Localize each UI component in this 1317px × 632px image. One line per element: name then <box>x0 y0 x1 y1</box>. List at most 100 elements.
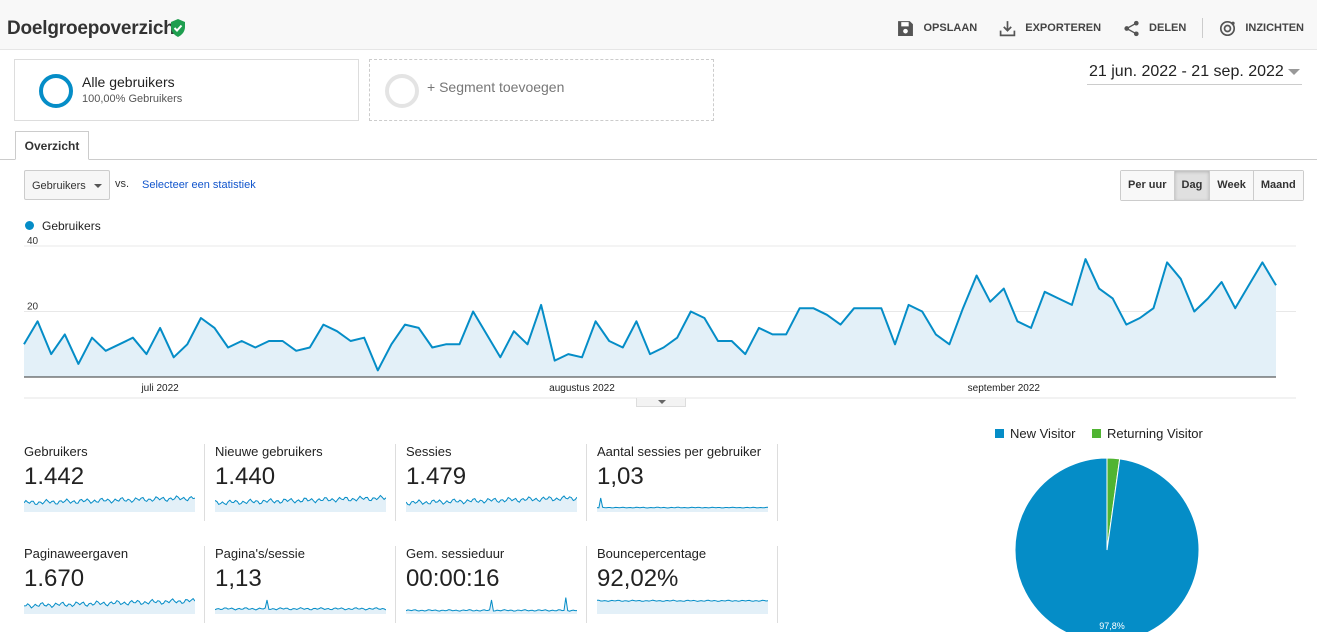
scorecard[interactable]: Gebruikers 1.442 <box>24 444 204 522</box>
export-label: EXPORTEREN <box>1025 22 1101 34</box>
pie-legend-new-label: New Visitor <box>1010 426 1076 441</box>
scorecard[interactable]: Sessies 1.479 <box>406 444 586 522</box>
scorecard-divider <box>777 444 778 521</box>
y-tick-label: 40 <box>27 236 39 247</box>
scorecard-label: Aantal sessies per gebruiker <box>597 444 761 459</box>
sparkline-area <box>597 498 768 512</box>
scorecard-sparkline <box>597 594 768 614</box>
granularity-week-button[interactable]: Week <box>1209 171 1253 200</box>
download-icon <box>999 20 1016 37</box>
granularity-month-button[interactable]: Maand <box>1253 171 1303 200</box>
chart-collapse-toggle[interactable] <box>636 398 686 407</box>
series-legend-dot <box>25 221 34 230</box>
scorecard-label: Gebruikers <box>24 444 88 459</box>
scorecard[interactable]: Paginaweergaven 1.670 <box>24 546 204 624</box>
verified-shield-icon <box>170 19 186 37</box>
granularity-day-button[interactable]: Dag <box>1174 171 1210 200</box>
sparkline-area <box>24 599 195 614</box>
segment-name: Alle gebruikers <box>82 74 175 90</box>
segment-subtitle: 100,00% Gebruikers <box>82 93 182 105</box>
scorecard-sparkline <box>406 594 577 614</box>
scorecard[interactable]: Bouncepercentage 92,02% <box>597 546 777 624</box>
sparkline-area <box>215 600 386 614</box>
header-toolbar: OPSLAAN EXPORTEREN DELEN INZICHTEN <box>875 18 1304 38</box>
pie-legend-returning[interactable]: Returning Visitor <box>1092 426 1203 441</box>
granularity-hour-button[interactable]: Per uur <box>1121 171 1174 200</box>
page-title: Doelgroepoverzicht <box>7 18 181 40</box>
scorecard-sparkline <box>215 492 386 512</box>
x-tick-label: september 2022 <box>968 383 1041 394</box>
scorecard-value: 1.479 <box>406 463 466 491</box>
scorecard-label: Bouncepercentage <box>597 546 706 561</box>
scorecard-value: 1.670 <box>24 565 84 593</box>
scorecard-sparkline <box>597 492 768 512</box>
scorecard-value: 1,13 <box>215 565 262 593</box>
scorecard-divider <box>395 444 396 521</box>
series-area <box>24 259 1276 377</box>
share-icon <box>1123 20 1140 37</box>
save-icon <box>897 20 914 37</box>
pie-slice-label: 97,8% <box>1099 621 1125 631</box>
export-button[interactable]: EXPORTEREN <box>999 20 1101 37</box>
tab-overzicht[interactable]: Overzicht <box>15 131 89 160</box>
date-range-label: 21 jun. 2022 - 21 sep. 2022 <box>1089 63 1284 81</box>
scorecard[interactable]: Nieuwe gebruikers 1.440 <box>215 444 395 522</box>
scorecard-divider <box>586 444 587 521</box>
scorecard-divider <box>395 546 396 623</box>
scorecard-divider <box>777 546 778 623</box>
segment-all-users[interactable]: Alle gebruikers 100,00% Gebruikers <box>14 59 359 121</box>
date-range-picker[interactable]: 21 jun. 2022 - 21 sep. 2022 <box>1087 61 1302 85</box>
insights-button[interactable]: INZICHTEN <box>1219 20 1304 37</box>
chevron-down-icon <box>94 184 102 188</box>
add-segment-button[interactable]: + Segment toevoegen <box>369 59 714 121</box>
scorecard-divider <box>586 546 587 623</box>
segment-empty-ring-icon <box>385 74 419 108</box>
scorecard-sparkline <box>24 492 195 512</box>
scorecard-sparkline <box>24 594 195 614</box>
page-header: Doelgroepoverzicht OPSLAAN EXPORTEREN DE… <box>0 0 1317 50</box>
save-button[interactable]: OPSLAAN <box>897 20 977 37</box>
pie-legend-new[interactable]: New Visitor <box>995 426 1076 441</box>
metric-select[interactable]: Gebruikers <box>24 170 110 200</box>
scorecard-value: 1,03 <box>597 463 644 491</box>
scorecard-value: 1.440 <box>215 463 275 491</box>
metric-select-value: Gebruikers <box>32 180 86 192</box>
pie-slice[interactable] <box>1015 458 1199 632</box>
scorecard-label: Nieuwe gebruikers <box>215 444 323 459</box>
series-legend-label: Gebruikers <box>42 219 101 233</box>
scorecard[interactable]: Pagina's/sessie 1,13 <box>215 546 395 624</box>
granularity-toggle: Per uur Dag Week Maand <box>1120 170 1304 201</box>
segment-ring-icon <box>39 74 73 108</box>
legend-swatch-new <box>995 429 1004 438</box>
share-button[interactable]: DELEN <box>1123 20 1186 37</box>
chevron-down-icon <box>1288 69 1300 75</box>
x-tick-label: augustus 2022 <box>549 383 615 394</box>
select-statistic-link[interactable]: Selecteer een statistiek <box>142 179 256 191</box>
insights-icon <box>1219 20 1236 37</box>
legend-swatch-returning <box>1092 429 1101 438</box>
scorecard[interactable]: Aantal sessies per gebruiker 1,03 <box>597 444 777 522</box>
toolbar-separator <box>1202 18 1203 38</box>
share-label: DELEN <box>1149 22 1186 34</box>
scorecard-divider <box>204 444 205 521</box>
users-line-chart: 20 40 juli 2022 augustus 2022 september 2022 <box>0 232 1317 400</box>
vs-label: vs. <box>115 178 129 190</box>
scorecard-divider <box>204 546 205 623</box>
scorecard[interactable]: Gem. sessieduur 00:00:16 <box>406 546 586 624</box>
sparkline-line <box>597 498 768 508</box>
scorecard-label: Pagina's/sessie <box>215 546 305 561</box>
scorecard-sparkline <box>406 492 577 512</box>
visitor-type-pie-chart: 97,8% <box>1012 455 1202 632</box>
sparkline-area <box>597 600 768 614</box>
scorecard-label: Gem. sessieduur <box>406 546 504 561</box>
insights-label: INZICHTEN <box>1245 22 1304 34</box>
y-tick-label: 20 <box>27 302 39 313</box>
pie-legend-returning-label: Returning Visitor <box>1107 426 1203 441</box>
scorecard-sparkline <box>215 594 386 614</box>
scorecard-label: Sessies <box>406 444 452 459</box>
tab-bar-line <box>0 159 1317 160</box>
scorecard-label: Paginaweergaven <box>24 546 128 561</box>
scorecard-value: 1.442 <box>24 463 84 491</box>
scorecard-value: 00:00:16 <box>406 565 499 593</box>
scorecard-value: 92,02% <box>597 565 678 593</box>
